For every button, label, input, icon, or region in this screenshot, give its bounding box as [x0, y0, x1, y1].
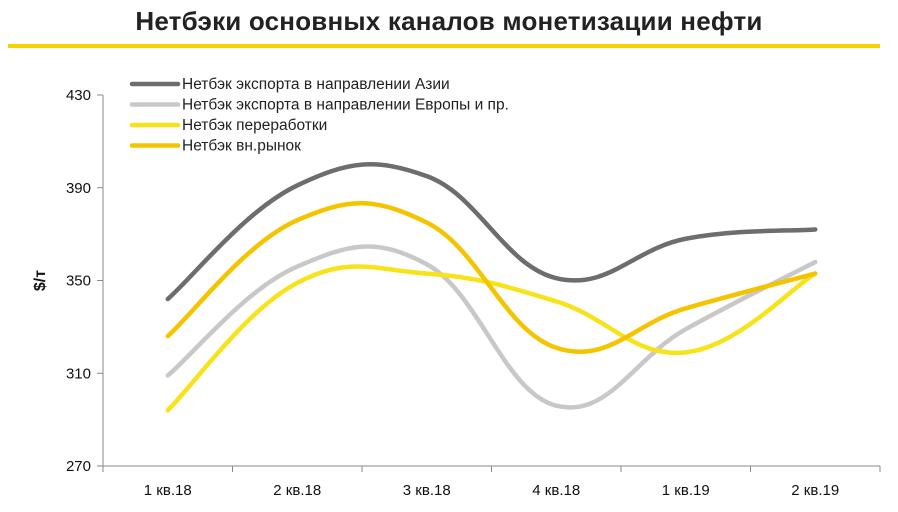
x-tick-label: 4 кв.18: [532, 482, 580, 499]
y-tick-label: 310: [66, 365, 91, 382]
legend-label-2: Нетбэк экспорта в направлении Европы и п…: [182, 97, 509, 114]
y-tick-label: 350: [66, 273, 91, 290]
x-tick-label: 1 кв.19: [662, 482, 710, 499]
y-axis-label: $/т: [32, 270, 49, 291]
series-line-3: [165, 264, 818, 413]
legend-label-4: Нетбэк вн.рынок: [182, 138, 301, 155]
chart-title: Нетбэки основных каналов монетизации неф…: [135, 6, 763, 36]
y-tick-label: 270: [66, 458, 91, 475]
x-tick-label: 2 кв.18: [273, 482, 321, 499]
series-line-2: [165, 244, 818, 410]
y-tick-label: 430: [66, 87, 91, 104]
x-tick-label: 3 кв.18: [403, 482, 451, 499]
y-tick-label: 390: [66, 180, 91, 197]
title-underline: [8, 44, 880, 48]
legend-label-1: Нетбэк экспорта в направлении Азии: [182, 76, 450, 93]
series-line-1: [165, 162, 818, 302]
legend-label-3: Нетбэк переработки: [182, 117, 327, 134]
x-tick-label: 1 кв.18: [144, 482, 192, 499]
series-line-4: [165, 201, 818, 355]
x-tick-label: 2 кв.19: [791, 482, 839, 499]
